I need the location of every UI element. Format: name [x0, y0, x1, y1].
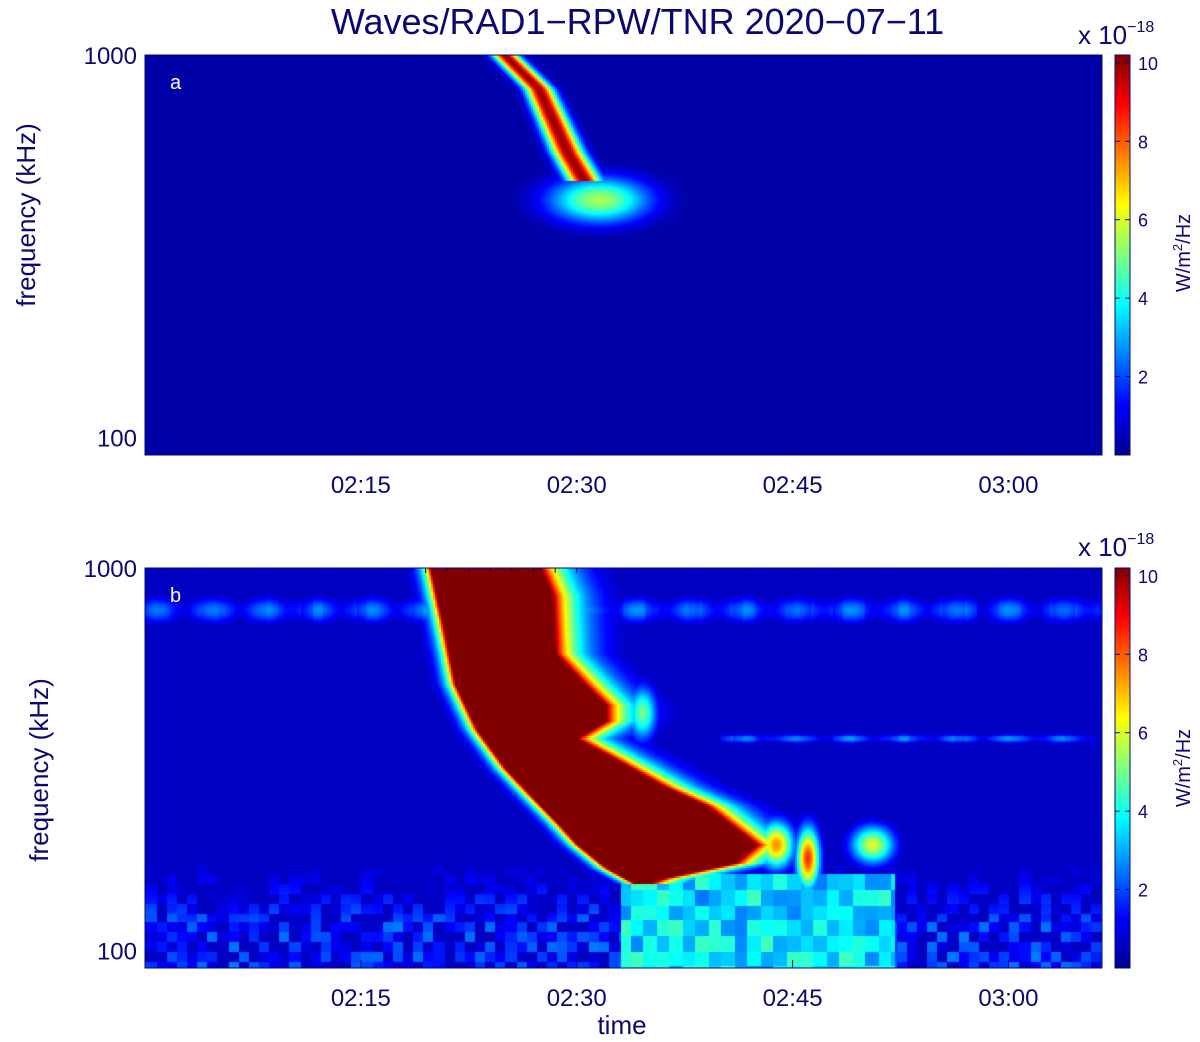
panel-a: a 1000 100 02:15 02:30 02:45 03:00 frequency…	[11, 19, 1195, 499]
y-tick-label: 1000	[84, 43, 137, 70]
x-tick-label: 02:45	[763, 985, 823, 1012]
y-tick-label: 100	[97, 938, 137, 965]
panel-b-letter: b	[170, 585, 181, 607]
panel-b-colorbar-multiplier: x 10−18	[1078, 531, 1154, 562]
panel-b-plot-area	[145, 568, 1102, 968]
colorbar-tick-label: 8	[1138, 645, 1148, 665]
panel-b-minor-ticks	[144, 568, 1096, 573]
panel-b-spectrogram	[145, 568, 1102, 968]
x-tick-label: 02:30	[547, 472, 607, 499]
panel-b-y-axis-label: frequency (kHz)	[24, 678, 54, 862]
panel-b-x-axis-label: time	[597, 1010, 646, 1040]
panel-b-colorbar-ticks: 2 4 6 8 10	[1115, 567, 1158, 901]
panel-a-frame	[144, 54, 1103, 456]
panel-a-multiplier-base: x 10	[1078, 20, 1127, 50]
colorbar-tick-label: 6	[1138, 211, 1148, 231]
panel-b-unit-prefix: W/m	[1173, 766, 1195, 807]
panel-b-frame	[144, 567, 1103, 969]
panel-a-letter: a	[170, 72, 182, 94]
y-tick-label: 1000	[84, 556, 137, 583]
panel-a-colorbar-multiplier: x 10−18	[1078, 19, 1154, 50]
colorbar-tick-label: 4	[1138, 289, 1148, 309]
colorbar-tick-label: 2	[1138, 881, 1148, 901]
panel-a-multiplier-exp: −18	[1127, 19, 1154, 36]
panel-a-spectrogram	[145, 55, 1102, 455]
panel-b-unit-sup: 2	[1170, 759, 1185, 766]
panel-a-y-ticks: 1000 100	[84, 43, 155, 452]
panel-b-colorbar	[1114, 567, 1131, 969]
x-tick-label: 02:30	[547, 985, 607, 1012]
colorbar-tick-label: 4	[1138, 802, 1148, 822]
panel-a-y-axis-label: frequency (kHz)	[11, 123, 41, 307]
panel-b-multiplier-base: x 10	[1078, 532, 1127, 562]
panel-a-unit-prefix: W/m	[1173, 251, 1195, 292]
panel-b-multiplier-exp: −18	[1127, 531, 1154, 548]
x-tick-label: 02:15	[331, 985, 391, 1012]
y-tick-label: 100	[97, 425, 137, 452]
colorbar-tick-label: 2	[1138, 368, 1148, 388]
x-tick-label: 03:00	[978, 472, 1038, 499]
panel-b-x-ticks: 02:15 02:30 02:45 03:00	[331, 960, 1038, 1012]
panel-a-colorbar-unit: W/m2/Hz	[1170, 214, 1195, 292]
panel-b-colorbar-unit: W/m2/Hz	[1170, 729, 1195, 807]
panel-b: b 1000 100 02:15 02:30 02:45 03:00 frequency…	[24, 531, 1195, 1040]
panel-a-unit-sup: 2	[1170, 244, 1185, 251]
panel-a-colorbar-ticks: 2 4 6 8 10	[1115, 54, 1158, 388]
page-title: Waves/RAD1−RPW/TNR 2020−07−11	[330, 1, 945, 42]
panel-a-unit-suffix: /Hz	[1173, 214, 1195, 244]
colorbar-tick-label: 10	[1138, 54, 1158, 74]
colorbar-tick-label: 8	[1138, 132, 1148, 152]
x-tick-label: 03:00	[978, 985, 1038, 1012]
x-tick-label: 02:15	[331, 472, 391, 499]
panel-b-unit-suffix: /Hz	[1173, 729, 1195, 759]
panel-a-plot-area	[145, 55, 1102, 455]
colorbar-tick-label: 10	[1138, 567, 1158, 587]
x-tick-label: 02:45	[763, 472, 823, 499]
colorbar-tick-label: 6	[1138, 724, 1148, 744]
panel-a-x-ticks: 02:15 02:30 02:45 03:00	[331, 447, 1038, 499]
panel-b-y-ticks: 1000 100	[84, 556, 155, 965]
panel-a-colorbar	[1114, 54, 1131, 456]
